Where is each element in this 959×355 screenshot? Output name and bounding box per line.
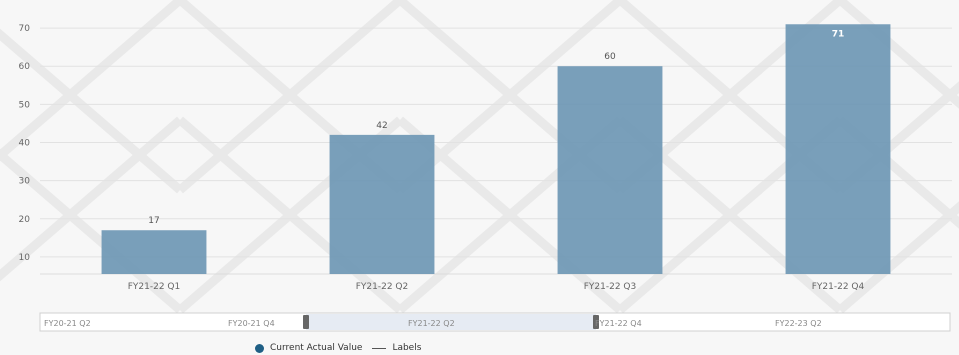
range-navigator[interactable]: FY20-21 Q2 FY20-21 Q4 FY21-22 Q2 FY21-22 Q4… <box>39 312 951 332</box>
bar-series <box>101 24 891 275</box>
navigator-label: FY21-22 Q2 <box>408 319 455 328</box>
navigator-label: FY22-23 Q2 <box>775 319 822 328</box>
x-axis: FY21-22 Q1 FY21-22 Q2 FY21-22 Q3 FY21-22 Q4 <box>128 282 865 292</box>
navigator-label: FY21-22 Q4 <box>595 319 642 328</box>
y-tick-label: 20 <box>19 215 31 225</box>
bar-fy21-22-q4[interactable] <box>785 24 891 275</box>
watermark-stroke <box>397 0 623 194</box>
navigator-selection[interactable] <box>306 314 596 330</box>
x-tick-label: FY21-22 Q2 <box>356 282 409 292</box>
watermark-stroke <box>0 116 183 282</box>
x-tick-label: FY21-22 Q3 <box>584 282 637 292</box>
navigator-label: FY20-21 Q2 <box>44 319 91 328</box>
bar-fy21-22-q1[interactable] <box>101 230 207 274</box>
y-axis: 10 20 30 40 50 60 70 <box>19 24 31 263</box>
legend-item-current-actual-value[interactable]: Current Actual Value <box>270 343 363 353</box>
data-label: 42 <box>376 121 387 131</box>
navigator-right-handle[interactable] <box>593 315 599 329</box>
y-tick-label: 60 <box>19 62 31 72</box>
bar-fy21-22-q3[interactable] <box>557 66 663 274</box>
watermark-stroke <box>0 0 183 162</box>
data-label: 71 <box>832 29 845 39</box>
bar-fy21-22-q2[interactable] <box>329 134 435 274</box>
legend: Current Actual Value Labels <box>255 341 421 355</box>
data-labels: 17 42 60 71 <box>148 29 844 226</box>
y-tick-label: 50 <box>19 100 31 110</box>
y-tick-label: 40 <box>19 139 31 149</box>
legend-marker-current-actual-value <box>255 343 264 353</box>
navigator-label: FY20-21 Q4 <box>228 319 275 328</box>
x-tick-label: FY21-22 Q4 <box>812 282 865 292</box>
legend-marker-labels <box>372 347 387 349</box>
data-label: 17 <box>148 216 159 226</box>
x-tick-label: FY21-22 Q1 <box>128 282 181 292</box>
navigator-left-handle[interactable] <box>303 315 309 329</box>
watermark-stroke <box>837 201 959 314</box>
y-tick-label: 10 <box>19 253 31 263</box>
data-label: 60 <box>604 52 616 62</box>
y-tick-label: 30 <box>19 177 31 187</box>
legend-item-labels[interactable]: Labels <box>392 343 422 353</box>
y-tick-label: 70 <box>19 24 31 34</box>
watermark-stroke <box>177 0 403 194</box>
